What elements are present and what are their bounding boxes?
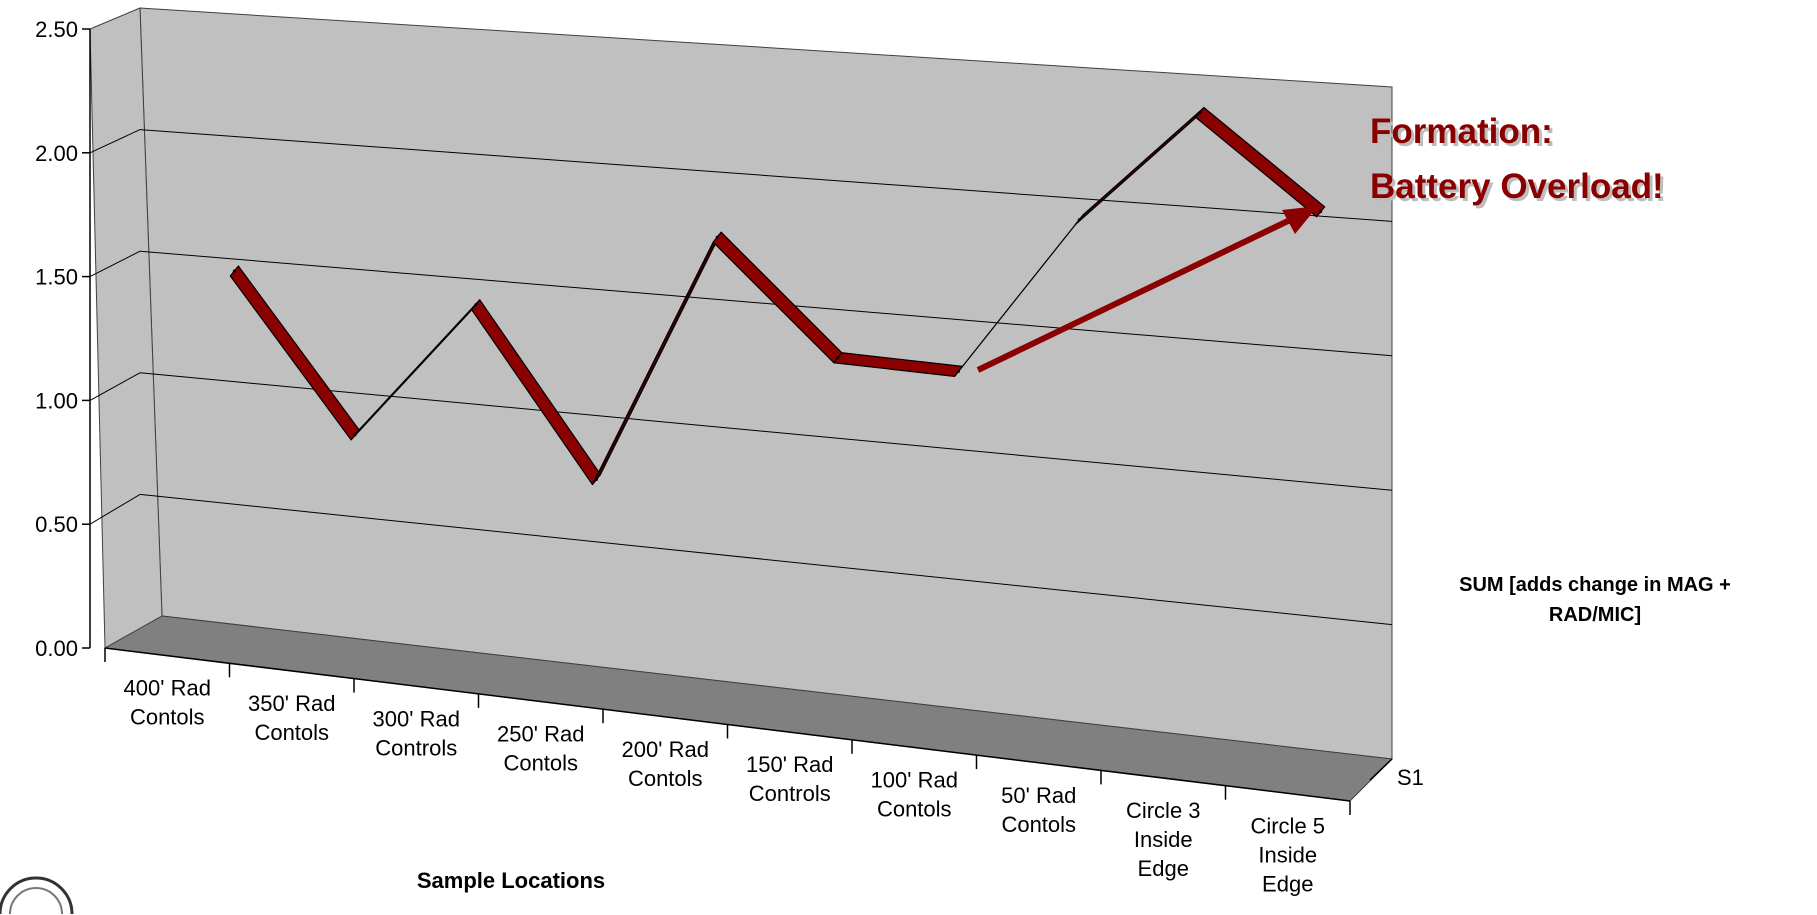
gridline-side — [89, 372, 141, 401]
y-tick-label: 2.50 — [35, 17, 78, 42]
gridline-side — [89, 493, 141, 525]
x-category-label: 50' Rad Contols — [1001, 783, 1076, 837]
gridlines — [89, 129, 1393, 626]
gridline-side — [89, 250, 141, 278]
x-category-label: 200' Rad Contols — [622, 737, 709, 791]
annotation-line-2: Battery Overload! — [1370, 167, 1664, 206]
depth-axis-label: S1 — [1397, 765, 1424, 790]
gridline — [139, 493, 1393, 626]
x-category-label: 100' Rad Contols — [871, 767, 958, 821]
y-tick-label: 1.50 — [35, 265, 78, 290]
data-point — [1319, 210, 1323, 214]
gridline — [139, 129, 1393, 222]
gridline — [139, 372, 1393, 491]
data-point — [1077, 218, 1081, 222]
y-tick-label: 0.00 — [35, 636, 78, 661]
data-point — [353, 433, 357, 437]
x-category-label: 300' Rad Controls — [373, 706, 460, 760]
logo-partial-icon — [0, 876, 74, 915]
x-category-label: 400' Rad Contols — [124, 676, 211, 730]
x-category-label: 150' Rad Controls — [746, 752, 833, 806]
y-tick-label: 0.50 — [35, 512, 78, 537]
gridline — [139, 250, 1393, 357]
x-category-label: 250' Rad Contols — [497, 722, 584, 776]
depth-axis-tick — [1369, 758, 1393, 781]
data-point — [957, 369, 961, 373]
y-axis: 0.00 0.50 1.00 1.50 2.00 2.50 — [35, 17, 91, 661]
data-point — [594, 477, 598, 481]
annotation-arrow — [976, 206, 1318, 373]
annotation-line-1: Formation: — [1370, 112, 1553, 151]
side-label: SUM [adds change in MAG + RAD/MIC] — [1459, 574, 1731, 626]
series-s1 — [229, 106, 1326, 486]
data-point — [232, 269, 236, 273]
data-point — [836, 356, 840, 360]
y-tick-label: 1.00 — [35, 388, 78, 413]
x-category-label: Circle 3 Inside Edge — [1126, 798, 1201, 881]
gridline-side — [89, 129, 141, 154]
data-point — [715, 235, 719, 239]
series-segment — [1195, 106, 1326, 218]
data-point — [1198, 111, 1202, 115]
y-tick-label: 2.00 — [35, 141, 78, 166]
annotation-line-2-shadow: Battery Overload! — [1373, 170, 1667, 209]
data-point — [474, 303, 478, 307]
annotation-line-1-shadow: Formation: — [1373, 115, 1556, 154]
x-axis: 400' Rad Contols 350' Rad Contols 300' Rad Co… — [104, 647, 1351, 896]
x-category-label: Circle 5 Inside Edge — [1250, 813, 1325, 896]
x-category-label: 350' Rad Contols — [248, 691, 335, 745]
x-axis-title: Sample Locations — [417, 868, 605, 893]
